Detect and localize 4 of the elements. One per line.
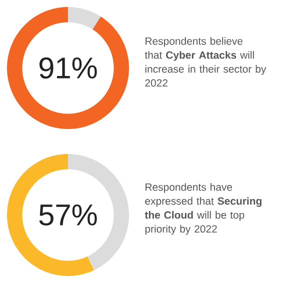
text: Respondents have expressed that Securing the Cloud will be top priority by 2022 [144, 183, 262, 235]
text: Respondents believe that Cyber Attacks will increase in their sector by 2022 [144, 37, 266, 87]
text: 91% [39, 57, 97, 79]
text: 57% [39, 204, 97, 226]
